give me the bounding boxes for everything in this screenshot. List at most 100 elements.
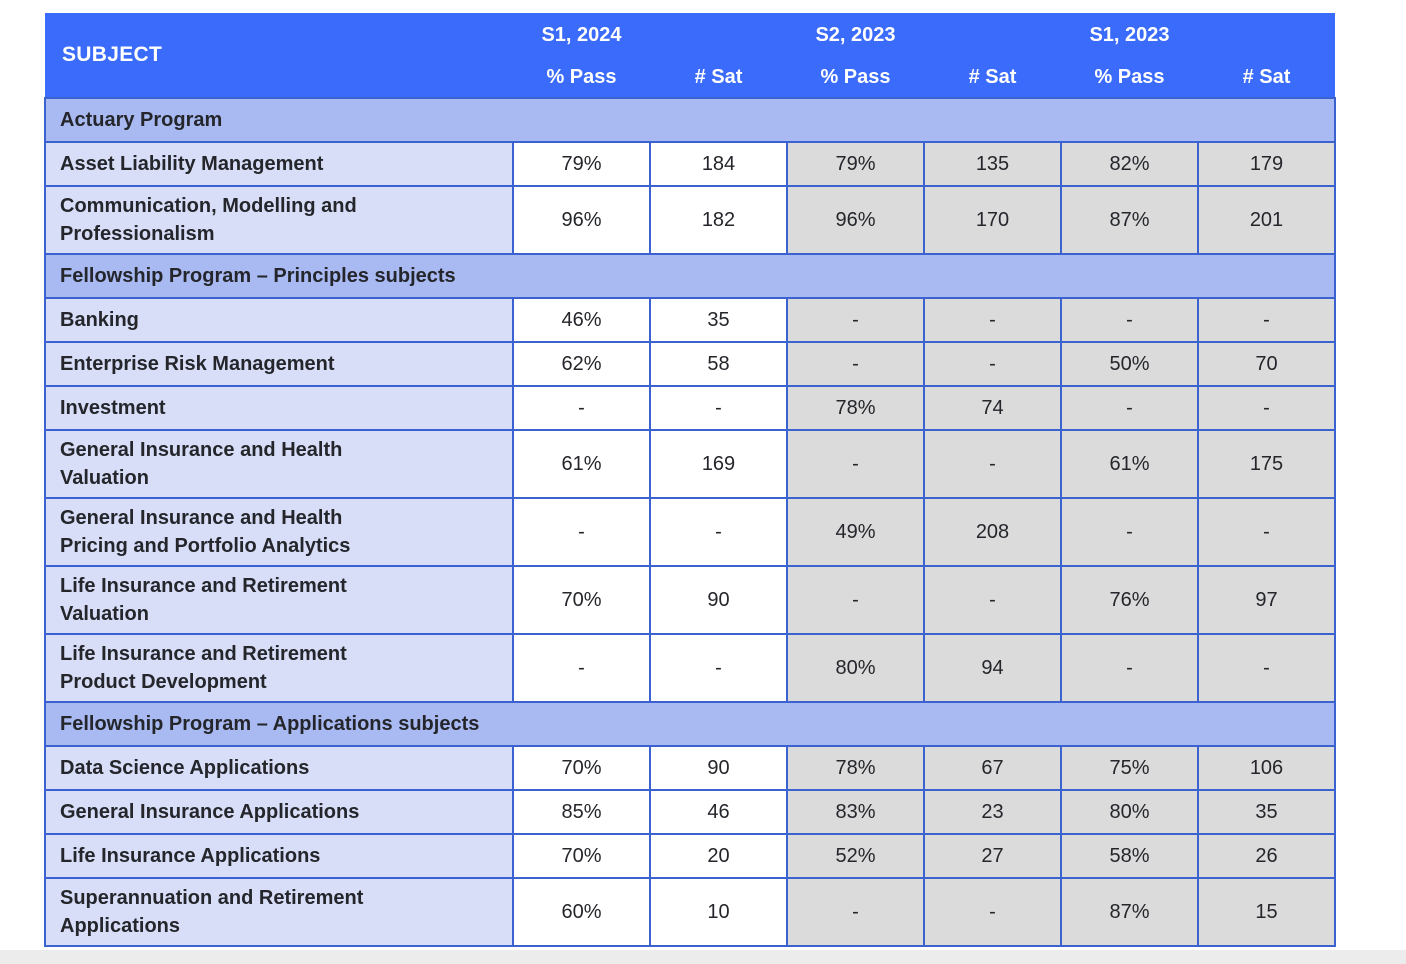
table-row: Communication, Modelling and Professiona… [44, 185, 1336, 255]
value-cell: 52% [786, 833, 925, 879]
value-cell: 179 [1197, 141, 1336, 187]
header-col-0-0: % Pass [513, 57, 650, 98]
value-cell: 58 [649, 341, 788, 387]
value-cell: 70% [512, 565, 651, 635]
value-cell: 82% [1060, 141, 1199, 187]
value-cell: 15 [1197, 877, 1336, 947]
subject-cell: Investment [44, 385, 514, 431]
value-cell: - [923, 297, 1062, 343]
value-cell: - [1197, 497, 1336, 567]
value-cell: 97 [1197, 565, 1336, 635]
table-header: SUBJECT S1, 2024 S2, 2023 S1, 2023 % Pass #… [45, 13, 1335, 98]
table-row: Life Insurance and Retirement Product De… [44, 633, 1336, 703]
value-cell: 80% [1060, 789, 1199, 835]
value-cell: 74 [923, 385, 1062, 431]
value-cell: 61% [1060, 429, 1199, 499]
subject-cell: Life Insurance and Retirement Valuation [44, 565, 514, 635]
section-row-2: Fellowship Program – Applications subjec… [44, 701, 1336, 747]
value-cell: 61% [512, 429, 651, 499]
exam-results-table: SUBJECT S1, 2024 S2, 2023 S1, 2023 % Pass #… [44, 13, 1336, 947]
subject-cell: Life Insurance Applications [44, 833, 514, 879]
value-cell: 85% [512, 789, 651, 835]
value-cell: 87% [1060, 185, 1199, 255]
header-cols-row: % Pass # Sat% Pass # Sat% Pass # Sat [45, 57, 1335, 98]
value-cell: 135 [923, 141, 1062, 187]
table-row: Enterprise Risk Management 62% 58- -50% 70 [44, 341, 1336, 387]
section-row-1: Fellowship Program – Principles subjects [44, 253, 1336, 299]
value-cell: 90 [649, 745, 788, 791]
value-cell: 78% [786, 745, 925, 791]
value-cell: 67 [923, 745, 1062, 791]
value-cell: - [786, 341, 925, 387]
section-title: Fellowship Program – Principles subjects [44, 253, 1336, 299]
value-cell: 60% [512, 877, 651, 947]
value-cell: - [923, 341, 1062, 387]
table-row: Data Science Applications 70% 90 78% 67 75% 10… [44, 745, 1336, 791]
value-cell: 76% [1060, 565, 1199, 635]
value-cell: 26 [1197, 833, 1336, 879]
value-cell: - [512, 633, 651, 703]
value-cell: 78% [786, 385, 925, 431]
value-cell: 23 [923, 789, 1062, 835]
value-cell: 49% [786, 497, 925, 567]
subject-cell: General Insurance and Health Pricing and… [44, 497, 514, 567]
value-cell: 70 [1197, 341, 1336, 387]
value-cell: - [1060, 633, 1199, 703]
header-period-spacer-1 [924, 13, 1061, 57]
section-title: Actuary Program [44, 97, 1336, 143]
value-cell: 96% [786, 185, 925, 255]
value-cell: 70% [512, 745, 651, 791]
value-cell: - [649, 497, 788, 567]
subject-cell: Communication, Modelling and Professiona… [44, 185, 514, 255]
subject-cell: Superannuation and Retirement Applicatio… [44, 877, 514, 947]
table-row: Superannuation and Retirement Applicatio… [44, 877, 1336, 947]
table-row: General Insurance and Health Pricing and… [44, 497, 1336, 567]
value-cell: 175 [1197, 429, 1336, 499]
value-cell: 46% [512, 297, 651, 343]
value-cell: 79% [786, 141, 925, 187]
header-col-0-1: # Sat [650, 57, 787, 98]
header-period-0: S1, 2024 [513, 13, 650, 57]
value-cell: - [786, 877, 925, 947]
value-cell: - [1060, 385, 1199, 431]
value-cell: 10 [649, 877, 788, 947]
value-cell: 96% [512, 185, 651, 255]
value-cell: - [923, 877, 1062, 947]
header-period-spacer-2 [1198, 13, 1335, 57]
subject-cell: Banking [44, 297, 514, 343]
value-cell: 80% [786, 633, 925, 703]
value-cell: 169 [649, 429, 788, 499]
value-cell: - [786, 297, 925, 343]
value-cell: 27 [923, 833, 1062, 879]
value-cell: - [923, 429, 1062, 499]
table-row: General Insurance and Health Valuation 61… [44, 429, 1336, 499]
value-cell: - [1197, 385, 1336, 431]
header-period-row: SUBJECT S1, 2024 S2, 2023 S1, 2023 [45, 13, 1335, 98]
value-cell: 35 [1197, 789, 1336, 835]
header-subject-label: SUBJECT [45, 13, 513, 98]
value-cell: 46 [649, 789, 788, 835]
table-row: General Insurance Applications 85% 46 83% 23… [44, 789, 1336, 835]
value-cell: 106 [1197, 745, 1336, 791]
value-cell: 35 [649, 297, 788, 343]
value-cell: 83% [786, 789, 925, 835]
value-cell: - [786, 429, 925, 499]
value-cell: 208 [923, 497, 1062, 567]
subject-cell: Enterprise Risk Management [44, 341, 514, 387]
table-body: Actuary Program Asset Liability Managemen… [44, 97, 1336, 947]
section-title: Fellowship Program – Applications subjec… [44, 701, 1336, 747]
value-cell: - [1197, 633, 1336, 703]
value-cell: 58% [1060, 833, 1199, 879]
value-cell: - [923, 565, 1062, 635]
subject-cell: Data Science Applications [44, 745, 514, 791]
value-cell: 20 [649, 833, 788, 879]
table-row: Life Insurance Applications 70% 20 52% 27 58%… [44, 833, 1336, 879]
table-row: Asset Liability Management 79% 184 79% 135 82… [44, 141, 1336, 187]
subject-cell: Asset Liability Management [44, 141, 514, 187]
header-col-1-0: % Pass [787, 57, 924, 98]
header-col-2-1: # Sat [1198, 57, 1335, 98]
header-col-2-0: % Pass [1061, 57, 1198, 98]
value-cell: 94 [923, 633, 1062, 703]
subject-cell: General Insurance and Health Valuation [44, 429, 514, 499]
subject-cell: Life Insurance and Retirement Product De… [44, 633, 514, 703]
